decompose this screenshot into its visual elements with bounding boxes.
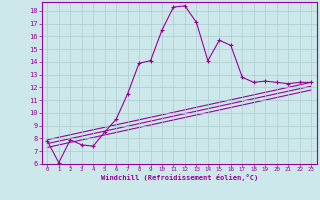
X-axis label: Windchill (Refroidissement éolien,°C): Windchill (Refroidissement éolien,°C) — [100, 174, 258, 181]
